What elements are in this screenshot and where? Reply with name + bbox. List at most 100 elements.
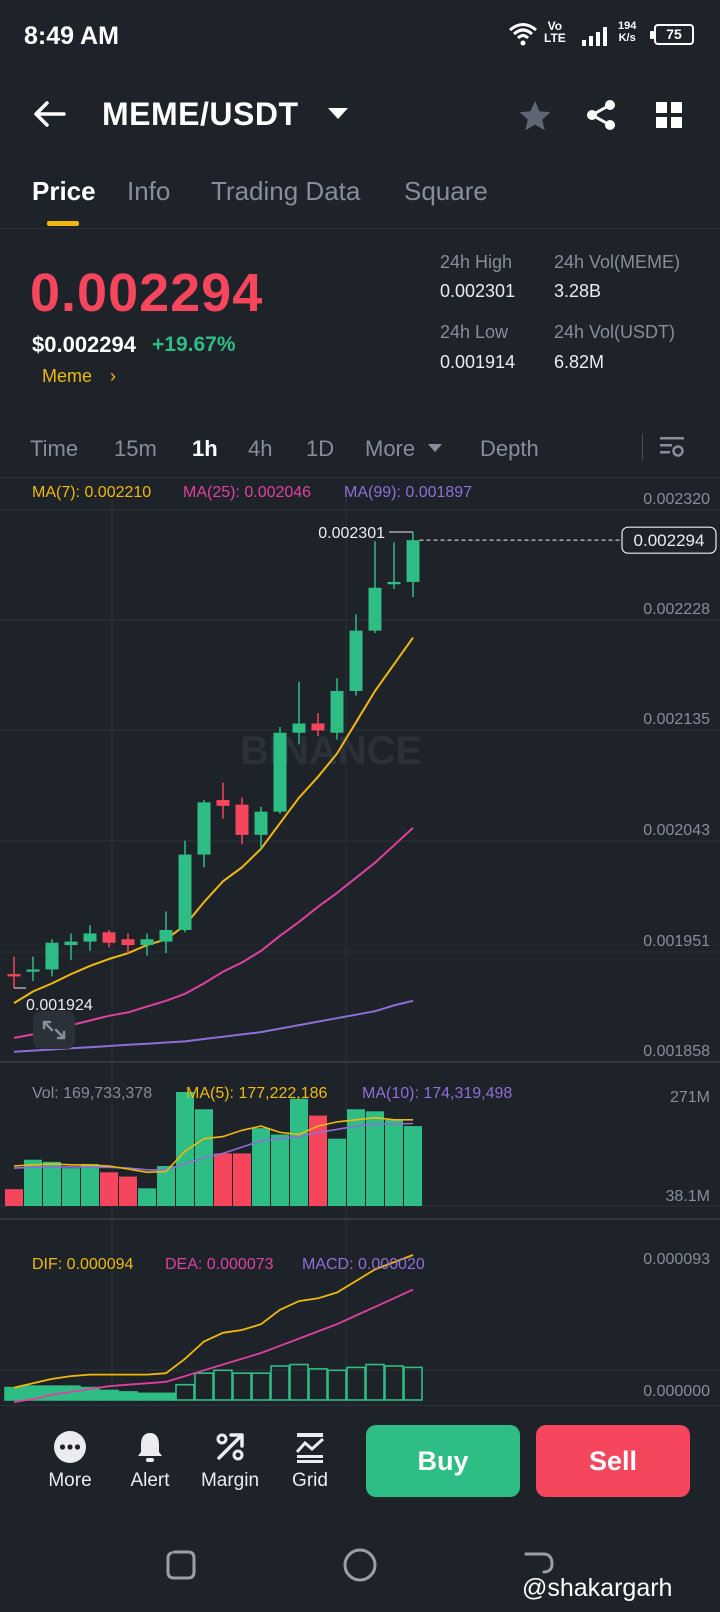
volume-bar: [366, 1111, 384, 1206]
stat-24h-vol-usdt-value: 6.82M: [554, 352, 605, 372]
grid-menu-icon[interactable]: [654, 100, 684, 130]
candle: [102, 929, 116, 948]
price-axis-label: 0.002135: [643, 711, 710, 728]
candle-body: [216, 800, 230, 806]
macd-axis-label: 0.000093: [643, 1251, 710, 1268]
divider: [0, 228, 720, 229]
grid-action[interactable]: Grid: [270, 1430, 350, 1492]
vol-ma5-line: [13, 1116, 413, 1174]
macd-histogram-bar: [175, 1383, 195, 1401]
tab-price[interactable]: Price: [32, 176, 96, 206]
volume-bar: [252, 1128, 270, 1206]
back-arrow-icon[interactable]: [32, 96, 68, 132]
candle: [45, 939, 59, 977]
vol-ma10-label: MA(10): 174,319,498: [362, 1085, 513, 1102]
active-tab-indicator: [47, 221, 79, 226]
macd-histogram-bar: [308, 1368, 328, 1401]
category-tag-link[interactable]: Meme: [42, 366, 93, 386]
macd-histogram-bar: [213, 1369, 233, 1401]
macd-histogram-bar: [137, 1392, 157, 1401]
candle: [159, 911, 173, 954]
volume-bar: [24, 1159, 42, 1206]
chart-settings-icon[interactable]: [658, 432, 686, 460]
volume-bar: [385, 1119, 403, 1206]
stat-24h-vol-meme-value: 3.28B: [554, 281, 602, 301]
network-speed: 194 K/s: [618, 20, 636, 44]
margin-action[interactable]: Margin: [190, 1430, 270, 1492]
interval-15m[interactable]: 15m: [114, 436, 157, 461]
interval-time[interactable]: Time: [30, 436, 79, 461]
tab-square[interactable]: Square: [404, 176, 488, 206]
price-axis-label: 0.001858: [643, 1043, 710, 1060]
tab-trading-data[interactable]: Trading Data: [211, 176, 361, 206]
volte-bottom: LTE: [544, 31, 566, 45]
tab-info[interactable]: Info: [127, 176, 171, 206]
candle: [83, 925, 97, 951]
candle-body: [26, 969, 40, 972]
margin-action-label: Margin: [200, 1470, 260, 1491]
change-percent: +19.67%: [152, 333, 236, 356]
volume-bars: [5, 1092, 422, 1206]
axis-labels: 0.002294 0.002301 0.001924 0.002320 0.002228…: [14, 491, 717, 1400]
volte-icon: Vo LTE: [544, 20, 566, 44]
status-bar: 8:49 AM Vo LTE 194 K/s 75: [0, 0, 720, 74]
ma-lines: [13, 637, 414, 1053]
candle-body: [64, 941, 78, 946]
battery-icon: 75: [650, 24, 694, 45]
recent-apps-icon[interactable]: [164, 1548, 198, 1582]
price-axis-label: 0.002043: [643, 822, 710, 839]
macd-histogram-bar: [365, 1363, 385, 1401]
candle: [254, 807, 268, 849]
price-axis-label: 0.002228: [643, 601, 710, 618]
dea-label: DEA: 0.000073: [165, 1256, 274, 1273]
stat-24h-high-label: 24h High: [440, 252, 513, 272]
divider: [0, 477, 720, 478]
candle: [330, 678, 344, 740]
share-icon[interactable]: [584, 98, 618, 132]
volume-bar: [404, 1126, 422, 1206]
expand-chart-icon[interactable]: [32, 1010, 76, 1050]
volume-bar: [62, 1168, 80, 1206]
current-price-tag-text: 0.002294: [634, 531, 705, 550]
volume-bar: [328, 1138, 346, 1206]
ma7-line: [13, 637, 414, 1004]
caret-down-icon[interactable]: [328, 108, 348, 119]
volume-bar: [43, 1161, 61, 1206]
interval-4h[interactable]: 4h: [248, 436, 273, 461]
nav-back-icon[interactable]: [522, 1548, 556, 1582]
pair-title[interactable]: MEME/USDT: [102, 96, 299, 132]
interval-1d[interactable]: 1D: [306, 436, 335, 461]
candle-body: [140, 939, 154, 946]
divider: [0, 1405, 720, 1406]
macd-histogram-bar: [346, 1366, 366, 1401]
dea-line: [13, 1288, 414, 1403]
stat-24h-low-label: 24h Low: [440, 322, 509, 342]
caret-down-icon[interactable]: [428, 444, 442, 452]
more-action[interactable]: More: [30, 1430, 110, 1492]
stat-24h-vol-meme-label: 24h Vol(MEME): [554, 252, 681, 272]
interval-1h[interactable]: 1h: [192, 436, 218, 461]
volume-bar: [271, 1134, 289, 1206]
star-icon[interactable]: [518, 99, 552, 133]
candlestick-chart[interactable]: BINANCE 0.002294 0.002301 0.001924 0.002320…: [0, 478, 720, 1404]
price-axis-label: 0.002320: [643, 491, 710, 508]
macd-histogram-bar: [403, 1366, 423, 1401]
candle: [273, 726, 287, 814]
candle-body: [45, 942, 59, 970]
candle-body: [254, 811, 268, 835]
candle-body: [368, 587, 382, 631]
volume-bar: [157, 1166, 175, 1206]
chevron-right-icon[interactable]: ›: [110, 366, 116, 386]
sell-button[interactable]: Sell: [536, 1425, 690, 1497]
home-icon[interactable]: [342, 1547, 378, 1583]
interval-more[interactable]: More: [365, 436, 416, 461]
signal-icon: [582, 27, 607, 46]
buy-button[interactable]: Buy: [366, 1425, 520, 1497]
candle-body: [197, 802, 211, 855]
alert-action[interactable]: Alert: [110, 1430, 190, 1492]
depth-tab[interactable]: Depth: [480, 436, 539, 461]
watermark-handle: @shakargarh: [522, 1574, 673, 1602]
volte-top: Vo: [547, 19, 563, 33]
more-dots-icon: [54, 1431, 86, 1463]
stat-24h-vol-usdt-label: 24h Vol(USDT): [554, 322, 676, 342]
